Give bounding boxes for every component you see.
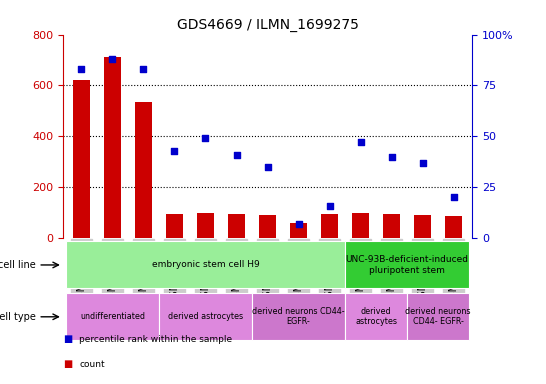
FancyBboxPatch shape (407, 293, 469, 340)
Bar (321, 214, 338, 238)
Text: derived neurons CD44-
EGFR-: derived neurons CD44- EGFR- (252, 307, 345, 326)
Point (449, 194, 458, 200)
Bar (414, 215, 431, 238)
Bar (197, 213, 214, 238)
Bar (383, 214, 400, 238)
Text: percentile rank within the sample: percentile rank within the sample (79, 335, 232, 344)
Point (263, 164, 272, 170)
Bar (166, 214, 183, 238)
Point (294, 221, 303, 227)
Point (325, 202, 334, 209)
Point (139, 66, 148, 72)
Bar (228, 214, 245, 238)
Text: derived neurons
CD44- EGFR-: derived neurons CD44- EGFR- (406, 307, 471, 326)
Bar (290, 223, 307, 238)
Point (170, 147, 179, 154)
Text: ■: ■ (63, 334, 72, 344)
Point (356, 139, 365, 146)
Point (387, 154, 396, 160)
Bar (352, 213, 369, 238)
Title: GDS4669 / ILMN_1699275: GDS4669 / ILMN_1699275 (176, 18, 359, 32)
Point (108, 56, 117, 62)
Point (77, 66, 86, 72)
Text: cell type: cell type (0, 312, 35, 322)
Text: ■: ■ (63, 359, 72, 369)
FancyBboxPatch shape (66, 242, 345, 288)
FancyBboxPatch shape (66, 293, 159, 340)
FancyBboxPatch shape (159, 293, 252, 340)
Text: embryonic stem cell H9: embryonic stem cell H9 (152, 260, 259, 270)
Point (232, 152, 241, 158)
FancyBboxPatch shape (345, 242, 469, 288)
Text: undifferentiated: undifferentiated (80, 312, 145, 321)
FancyBboxPatch shape (252, 293, 345, 340)
Bar (73, 80, 90, 238)
Text: cell line: cell line (0, 260, 35, 270)
Text: UNC-93B-deficient-induced
pluripotent stem: UNC-93B-deficient-induced pluripotent st… (346, 255, 468, 275)
Text: derived astrocytes: derived astrocytes (168, 312, 243, 321)
Text: count: count (79, 360, 105, 369)
Bar (445, 217, 462, 238)
FancyBboxPatch shape (345, 293, 407, 340)
Point (418, 160, 427, 166)
Bar (259, 215, 276, 238)
Text: derived
astrocytes: derived astrocytes (355, 307, 397, 326)
Bar (135, 102, 152, 238)
Bar (104, 58, 121, 238)
Point (201, 135, 210, 141)
